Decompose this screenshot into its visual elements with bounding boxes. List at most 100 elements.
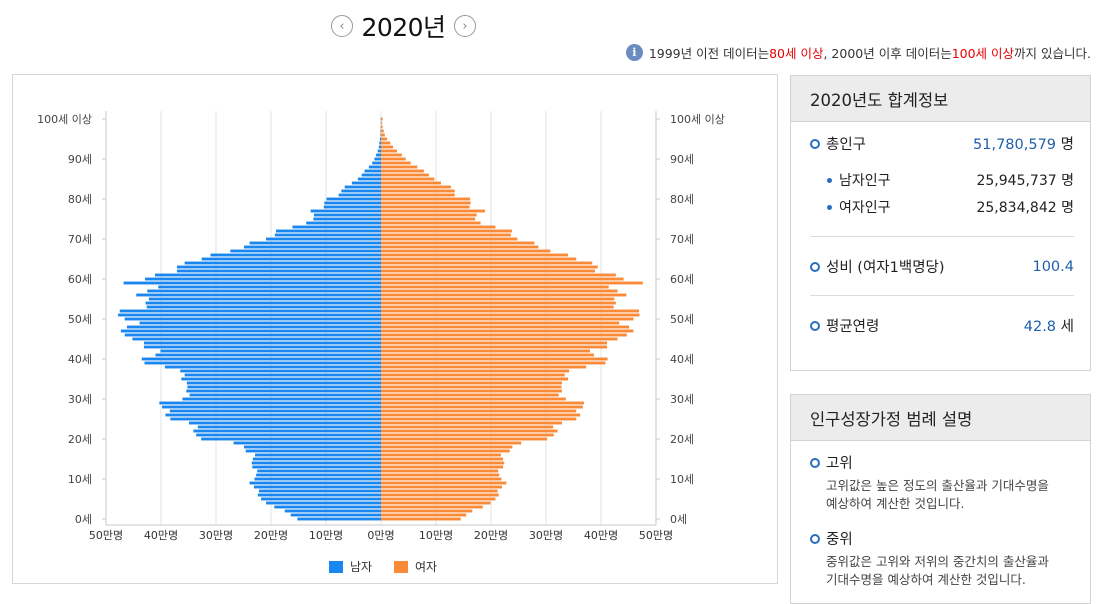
male-bar xyxy=(158,286,381,289)
bullet-ring-icon xyxy=(810,262,820,272)
x-tick-label: 20만명 xyxy=(474,529,508,542)
legend-item-medium: 중위 중위값은 고위와 저위의 중간치의 출산율과 기대수명을 예상하여 계산한… xyxy=(810,528,1074,589)
male-bar xyxy=(230,250,381,253)
female-bar xyxy=(381,338,618,341)
male-bar xyxy=(362,174,381,177)
female-bar xyxy=(381,306,614,309)
female-bar xyxy=(381,502,490,505)
male-bar xyxy=(250,482,381,485)
female-bar xyxy=(381,130,384,133)
male-bar xyxy=(144,346,381,349)
bullet-ring-icon xyxy=(810,458,820,468)
female-bar xyxy=(381,478,501,481)
male-bar xyxy=(234,442,381,445)
total-unit: 명 xyxy=(1061,137,1074,153)
female-bar xyxy=(381,446,512,449)
male-bar xyxy=(201,438,381,441)
female-bar xyxy=(381,122,382,125)
female-bar xyxy=(381,322,619,325)
male-bar xyxy=(147,306,381,309)
male-bar xyxy=(170,418,381,421)
female-bar xyxy=(381,154,402,157)
male-bar xyxy=(275,234,381,237)
y-tick-label-right: 30세 xyxy=(670,393,694,406)
female-bar xyxy=(381,318,633,321)
x-tick-label: 10만명 xyxy=(309,529,343,542)
legend-item-desc: 고위값은 높은 정도의 출산율과 기대수명을 xyxy=(826,477,1074,495)
male-bar xyxy=(142,358,381,361)
female-bar xyxy=(381,462,504,465)
male-bar xyxy=(147,290,381,293)
male-bar xyxy=(186,390,381,393)
ratio-value: 100.4 xyxy=(1032,259,1074,275)
male-bar xyxy=(127,326,381,329)
male-bar xyxy=(190,394,381,397)
male-bar xyxy=(372,162,381,165)
female-bar xyxy=(381,226,495,229)
male-bar xyxy=(125,318,381,321)
y-tick-label-left: 30세 xyxy=(68,393,92,406)
male-bar xyxy=(276,230,381,233)
male-bar xyxy=(365,170,382,173)
female-bar xyxy=(381,198,470,201)
female-bar xyxy=(381,514,466,517)
y-tick-label-left: 0세 xyxy=(75,513,92,526)
female-bar xyxy=(381,242,534,245)
male-bar xyxy=(246,450,381,453)
male-bar xyxy=(291,514,381,517)
male-bar xyxy=(187,386,381,389)
female-bar xyxy=(381,214,477,217)
male-bar xyxy=(345,186,381,189)
male-bar xyxy=(324,202,381,205)
y-tick-label-right: 40세 xyxy=(670,353,694,366)
sex-ratio-row: 성비 (여자1백명당) 100.4 xyxy=(810,256,1074,277)
y-tick-label-left: 50세 xyxy=(68,313,92,326)
chevron-right-icon[interactable]: › xyxy=(454,15,476,37)
female-bar xyxy=(381,266,598,269)
female-bar xyxy=(381,506,483,509)
female-bar xyxy=(381,274,616,277)
y-tick-label-left: 60세 xyxy=(68,273,92,286)
notice-highlight-1: 80세 이상 xyxy=(769,43,823,62)
male-bar xyxy=(132,338,381,341)
chevron-left-icon[interactable]: ‹ xyxy=(331,15,353,37)
male-bar xyxy=(165,366,381,369)
female-bar xyxy=(381,310,639,313)
female-bar xyxy=(381,430,558,433)
female-bar xyxy=(381,358,608,361)
age-label: 평균연령 xyxy=(826,319,879,335)
legend-item-name: 중위 xyxy=(826,532,853,548)
female-bar xyxy=(381,202,471,205)
male-bar xyxy=(255,478,382,481)
y-tick-label-right: 60세 xyxy=(670,273,694,286)
male-bar xyxy=(297,518,381,521)
female-bar xyxy=(381,334,627,337)
male-bar xyxy=(193,430,381,433)
male-unit: 명 xyxy=(1061,173,1074,189)
age-value: 42.8 xyxy=(1024,319,1056,335)
female-bar xyxy=(381,330,633,333)
female-bar xyxy=(381,494,499,497)
male-bar xyxy=(379,146,381,149)
legend-item-name: 고위 xyxy=(826,456,853,472)
male-bar xyxy=(187,382,381,385)
male-bar xyxy=(380,130,381,133)
year-title: 2020년 xyxy=(361,8,445,44)
male-bar xyxy=(256,474,381,477)
male-bar xyxy=(369,166,381,169)
male-bar xyxy=(159,402,381,405)
female-bar xyxy=(381,406,583,409)
male-bar xyxy=(352,182,381,185)
male-bar xyxy=(185,374,381,377)
female-bar xyxy=(381,402,584,405)
female-bar xyxy=(381,290,618,293)
female-bar xyxy=(381,454,501,457)
legend-panel-title: 인구성장가정 범례 설명 xyxy=(791,395,1090,441)
female-bar xyxy=(381,398,566,401)
female-bar xyxy=(381,418,576,421)
summary-title: 2020년도 합계정보 xyxy=(791,76,1090,122)
female-bar xyxy=(381,138,387,141)
x-tick-label: 30만명 xyxy=(529,529,563,542)
female-bar xyxy=(381,278,624,281)
